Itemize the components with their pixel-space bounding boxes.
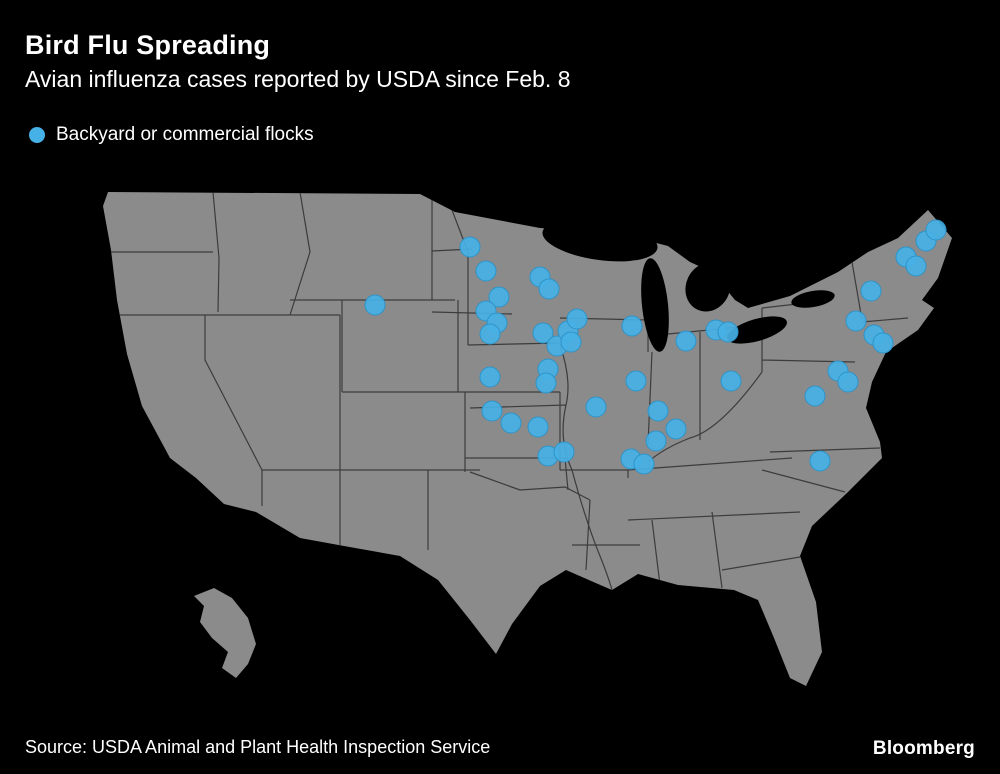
legend-label: Backyard or commercial flocks xyxy=(56,124,314,145)
lake-huron xyxy=(685,262,731,312)
case-dot xyxy=(675,330,697,352)
page-subtitle: Avian influenza cases reported by USDA s… xyxy=(25,66,571,92)
bloomberg-logo: Bloomberg xyxy=(872,738,975,759)
case-dot xyxy=(566,308,588,330)
case-dot xyxy=(585,396,607,418)
legend: Backyard or commercial flocks xyxy=(28,124,314,146)
case-dot xyxy=(535,372,557,394)
case-dot xyxy=(905,255,927,277)
case-dot xyxy=(560,331,582,353)
case-dot xyxy=(532,322,554,344)
case-dot xyxy=(538,278,560,300)
case-dot xyxy=(553,441,575,463)
case-dot xyxy=(809,450,831,472)
case-dot xyxy=(665,418,687,440)
case-dot xyxy=(647,400,669,422)
case-dot xyxy=(481,400,503,422)
lake-erie xyxy=(727,316,787,344)
case-dot xyxy=(925,219,947,241)
case-dot xyxy=(488,286,510,308)
case-dot xyxy=(804,385,826,407)
case-dot xyxy=(621,315,643,337)
case-dot xyxy=(872,332,894,354)
case-dot xyxy=(527,416,549,438)
source-note: Source: USDA Animal and Plant Health Ins… xyxy=(25,737,491,757)
case-dot xyxy=(479,366,501,388)
lake-ontario xyxy=(791,290,835,308)
case-dot xyxy=(625,370,647,392)
legend-dot-icon xyxy=(29,127,45,143)
case-dots-layer xyxy=(364,219,947,475)
lake-superior xyxy=(542,218,658,262)
great-lakes xyxy=(542,218,835,352)
case-dot xyxy=(459,236,481,258)
case-dot xyxy=(717,321,739,343)
case-dot xyxy=(633,453,655,475)
alaska-inset xyxy=(194,588,256,678)
case-dot xyxy=(837,371,859,393)
case-dot xyxy=(845,310,867,332)
lake-michigan xyxy=(641,258,669,352)
case-dot xyxy=(860,280,882,302)
case-dot xyxy=(364,294,386,316)
page-title: Bird Flu Spreading xyxy=(25,30,271,60)
case-dot xyxy=(500,412,522,434)
case-dot xyxy=(475,260,497,282)
case-dot xyxy=(479,323,501,345)
case-dot xyxy=(645,430,667,452)
case-dot xyxy=(720,370,742,392)
